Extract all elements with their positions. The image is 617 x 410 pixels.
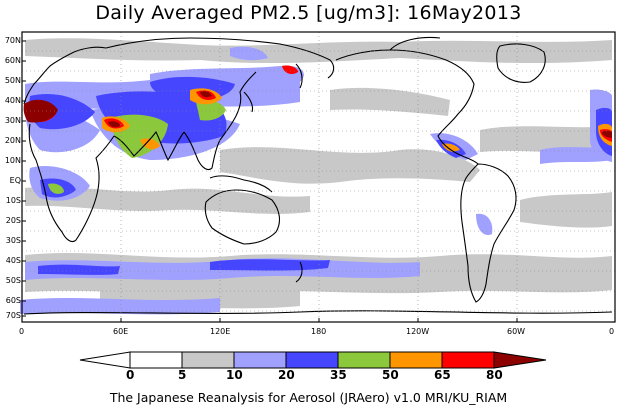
colorbar-label: 5 — [178, 368, 187, 382]
lat-label: 20N — [4, 136, 21, 145]
lon-label: 60E — [113, 327, 129, 336]
lat-label: 30N — [4, 116, 21, 125]
colorbar-bin — [493, 351, 547, 369]
lat-label: 70S — [5, 311, 21, 320]
colorbar-bin — [129, 351, 183, 369]
colorbar-bin — [441, 351, 495, 369]
colorbar-label: 10 — [226, 368, 243, 382]
colorbar-bin — [389, 351, 443, 369]
lat-label: 10S — [5, 196, 21, 205]
colorbar-bin — [79, 351, 131, 369]
colorbar-label: 80 — [486, 368, 503, 382]
lat-label: 50N — [4, 76, 21, 85]
lat-label: 40S — [5, 256, 21, 265]
lon-label: 120E — [210, 327, 231, 336]
lat-label: 70N — [4, 36, 21, 45]
colorbar-label: 0 — [126, 368, 135, 382]
map-title: Daily Averaged PM2.5 [ug/m3]: 16May2013 — [95, 2, 522, 24]
lat-label: 20S — [5, 216, 21, 225]
colorbar-label: 35 — [330, 368, 347, 382]
credit-line: The Japanese Reanalysis for Aerosol (JRA… — [109, 390, 508, 405]
colorbar-bin — [233, 351, 287, 369]
colorbar-label: 50 — [382, 368, 399, 382]
colorbar-bin — [181, 351, 235, 369]
pm25-field — [20, 38, 612, 315]
lon-label: 180 — [311, 327, 327, 336]
lon-label: 60W — [507, 327, 526, 336]
colorbar-bin — [285, 351, 339, 369]
colorbar-label: 65 — [434, 368, 451, 382]
lat-label: 50S — [5, 276, 21, 285]
lat-label: 60S — [5, 296, 21, 305]
lat-label: 10N — [4, 156, 21, 165]
colorbar-bin — [337, 351, 391, 369]
axis-ticks — [22, 40, 518, 322]
lat-label: 40N — [4, 96, 21, 105]
coastlines — [23, 36, 613, 315]
lon-label: 0 — [609, 327, 615, 336]
colorbar — [79, 351, 547, 369]
lat-label: EQ — [9, 176, 21, 185]
colorbar-label: 20 — [278, 368, 295, 382]
lon-label: 120W — [406, 327, 430, 336]
lat-label: 60N — [4, 56, 21, 65]
lat-label: 30S — [5, 236, 21, 245]
lon-label: 0 — [19, 327, 25, 336]
graticule — [22, 32, 615, 322]
